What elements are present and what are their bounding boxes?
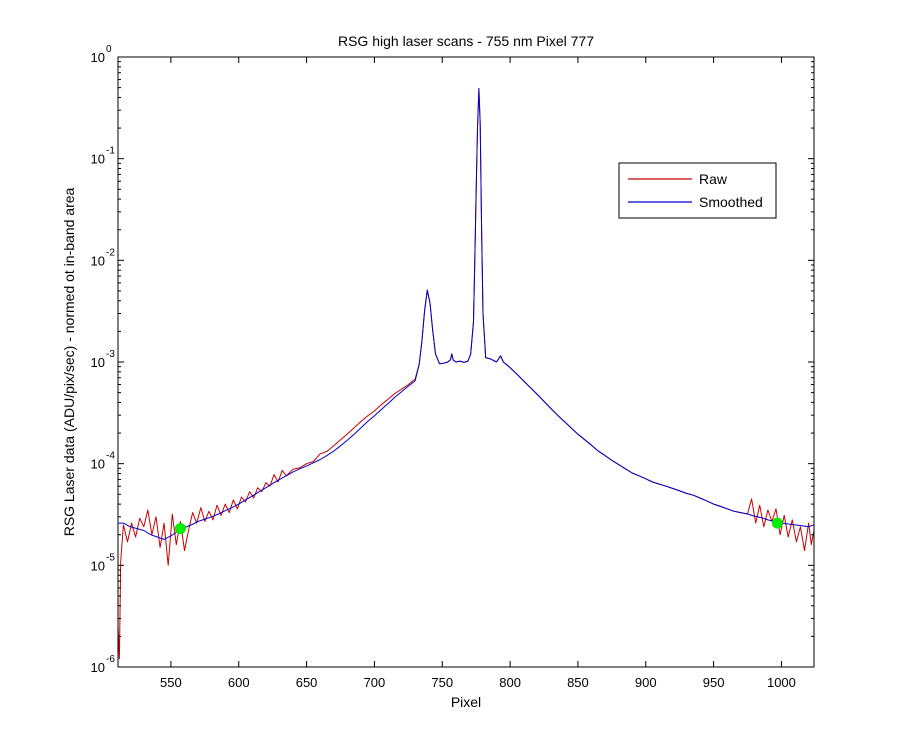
y-tick-exponent: 0 (106, 44, 112, 55)
y-tick-label: 10 (91, 457, 105, 472)
plot-area: 550 600 650 700 750 800 850 900 950 1000 10-610-5… (91, 44, 815, 690)
legend: Raw Smoothed (618, 162, 777, 219)
series-line-smoothed (118, 88, 814, 540)
x-tick-label: 700 (364, 675, 386, 690)
x-axis-ticks: 550 600 650 700 750 800 850 900 950 1000 (160, 57, 796, 690)
legend-box (618, 162, 777, 219)
x-tick-label: 900 (635, 675, 657, 690)
x-tick-label: 650 (296, 675, 318, 690)
marker-layer (174, 517, 783, 535)
x-tick-label: 550 (160, 675, 182, 690)
x-tick-label: 1000 (767, 675, 796, 690)
x-tick-label: 600 (228, 675, 250, 690)
x-tick-label: 750 (431, 675, 453, 690)
y-tick-exponent: -2 (106, 247, 115, 258)
y-tick-exponent: -5 (106, 552, 115, 563)
y-tick-label: 10 (91, 558, 105, 573)
y-tick-exponent: -1 (106, 146, 115, 157)
y-tick-exponent: -6 (106, 654, 115, 665)
x-axis-label: Pixel (451, 694, 481, 710)
legend-label-smoothed: Smoothed (699, 194, 763, 210)
y-tick-label: 10 (91, 253, 105, 268)
y-axis-label: RSG Laser data (ADU/pix/sec) - normed ot… (61, 187, 77, 536)
y-tick-label: 10 (91, 660, 105, 675)
boundary-marker-2 (771, 517, 783, 529)
y-tick-exponent: -3 (106, 349, 115, 360)
boundary-marker-1 (174, 523, 186, 535)
y-tick-exponent: -4 (106, 451, 115, 462)
chart-title: RSG high laser scans - 755 nm Pixel 777 (338, 33, 594, 49)
y-tick-label: 10 (91, 152, 105, 167)
x-tick-label: 950 (703, 675, 725, 690)
x-tick-label: 850 (567, 675, 589, 690)
y-tick-label: 10 (91, 50, 105, 65)
legend-label-raw: Raw (699, 171, 728, 187)
y-tick-label: 10 (91, 355, 105, 370)
x-tick-label: 800 (499, 675, 521, 690)
series-layer (118, 88, 814, 660)
